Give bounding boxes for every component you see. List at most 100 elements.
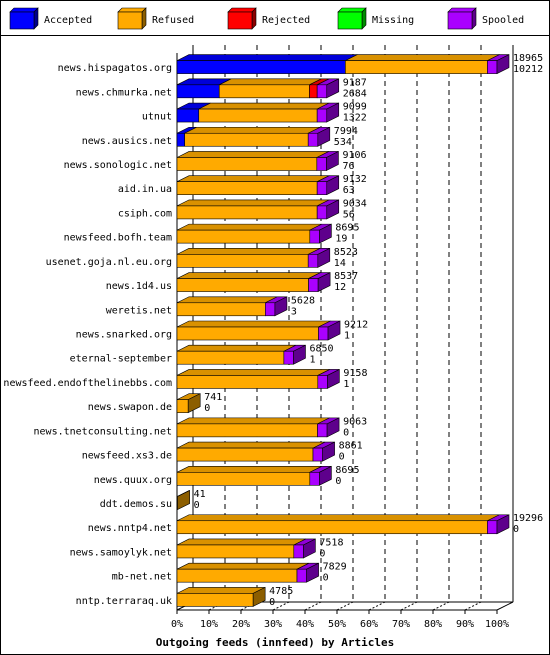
bar-refused (176, 254, 309, 268)
value-label-top: 741 (204, 392, 222, 403)
value-label-bottom: 0 (194, 500, 200, 511)
value-label-bottom: 14 (334, 258, 346, 269)
value-label-bottom: 19 (335, 234, 347, 245)
bar-row (176, 296, 288, 317)
bar-row (176, 199, 340, 220)
value-label-top: 18965 (513, 53, 543, 64)
bar-spooled-side (293, 344, 306, 365)
bar-accepted (176, 132, 185, 147)
bar-refused (345, 60, 488, 74)
bar-spooled-side (319, 223, 332, 244)
bar-row (176, 490, 190, 511)
bar-refused-top (176, 369, 330, 376)
value-label-top: 5628 (291, 295, 315, 306)
bar-refused-top (176, 320, 331, 328)
bar-refused (176, 472, 311, 486)
value-label-bottom: 63 (343, 185, 355, 196)
floor-gridline (272, 601, 290, 611)
bar-refused (176, 544, 295, 559)
bar-refused-top (176, 272, 321, 279)
value-label-top: 9099 (343, 102, 367, 113)
floor-gridline (400, 601, 418, 611)
bar-refused (176, 423, 318, 438)
row-label: weretis.net (106, 305, 172, 316)
x-tick-label: 10% (200, 619, 218, 630)
row-label: aid.in.ua (118, 184, 172, 195)
value-label-bottom: 2684 (343, 88, 367, 99)
legend-swatch-side (33, 7, 39, 30)
row-label: usenet.goja.nl.eu.org (46, 257, 172, 268)
bar-refused (176, 593, 254, 607)
bar-refused-side (177, 490, 190, 511)
legend-swatch (227, 11, 253, 30)
bar-spooled (487, 60, 498, 74)
bar-spooled-side (317, 272, 331, 293)
bar-spooled-side (306, 562, 319, 583)
value-label-top: 9158 (343, 368, 367, 379)
bar-spooled-side (326, 78, 340, 99)
legend-swatch-side (251, 7, 257, 30)
value-label-top: 8695 (335, 223, 359, 234)
value-label-top: 4785 (269, 586, 293, 597)
bar-row (176, 586, 266, 607)
bar-spooled (316, 205, 328, 220)
value-label-bottom: 1 (344, 331, 350, 342)
bar-refused (176, 447, 314, 462)
row-label: newsfeed.bofh.team (64, 233, 172, 244)
value-label-top: 7829 (323, 562, 347, 573)
bar-refused-top (176, 466, 322, 473)
chart-title: Outgoing feeds (innfeed) by Articles (156, 636, 394, 649)
row-label: eternal-september (70, 354, 172, 365)
bar-spooled (308, 278, 319, 292)
bar-refused (176, 568, 298, 583)
bar-refused-top (176, 223, 322, 231)
value-label-bottom: 1322 (343, 113, 367, 124)
legend-swatch (117, 11, 143, 30)
x-tick-label: 20% (232, 619, 250, 630)
value-label-top: 9063 (343, 416, 367, 427)
floor-gridline (432, 601, 450, 611)
bar-row (176, 223, 332, 244)
bar-spooled-side (317, 126, 331, 147)
row-label: news.samoylyk.net (70, 547, 172, 558)
bar-spooled-side (496, 514, 510, 535)
legend-swatch-top (227, 7, 257, 13)
bar-refused (176, 157, 318, 171)
value-label-bottom: 12 (334, 282, 346, 293)
bar-spooled-side (326, 199, 340, 220)
legend-item-refused: Refused (117, 7, 194, 30)
row-label: ddt.demos.su (100, 499, 172, 510)
value-label-bottom: 534 (334, 137, 352, 148)
bar-spooled-side (303, 538, 316, 559)
value-label-bottom: 10212 (513, 64, 543, 75)
bar-row (176, 54, 510, 75)
bar-refused (198, 108, 318, 123)
legend-label: Rejected (262, 15, 310, 26)
bar-accepted (176, 108, 200, 123)
bar-refused-top (184, 126, 321, 134)
bar-spooled (307, 132, 319, 147)
bar-accepted-top (176, 54, 358, 61)
bar-refused-top (219, 78, 322, 86)
value-label-bottom: 0 (323, 573, 329, 584)
bar-refused-top (176, 417, 330, 425)
bar-spooled-side (496, 54, 510, 75)
legend-item-spooled: Spooled (447, 7, 524, 30)
value-label-top: 8537 (334, 271, 358, 282)
bar-row (176, 417, 340, 438)
value-label-bottom: 56 (343, 209, 355, 220)
row-label: news.snarked.org (76, 330, 172, 341)
bar-row (176, 514, 510, 535)
legend-item-rejected: Rejected (227, 7, 310, 30)
x-tick-label: 80% (424, 619, 442, 630)
legend-swatch (9, 11, 35, 30)
bar-spooled (316, 181, 328, 195)
bar-spooled-side (326, 102, 340, 123)
value-label-top: 9106 (342, 150, 366, 161)
row-label: news.swapon.de (88, 402, 172, 413)
bar-row (176, 320, 341, 341)
bar-refused-top (198, 102, 330, 110)
bar-spooled (265, 302, 276, 317)
bar-refused (176, 181, 318, 195)
